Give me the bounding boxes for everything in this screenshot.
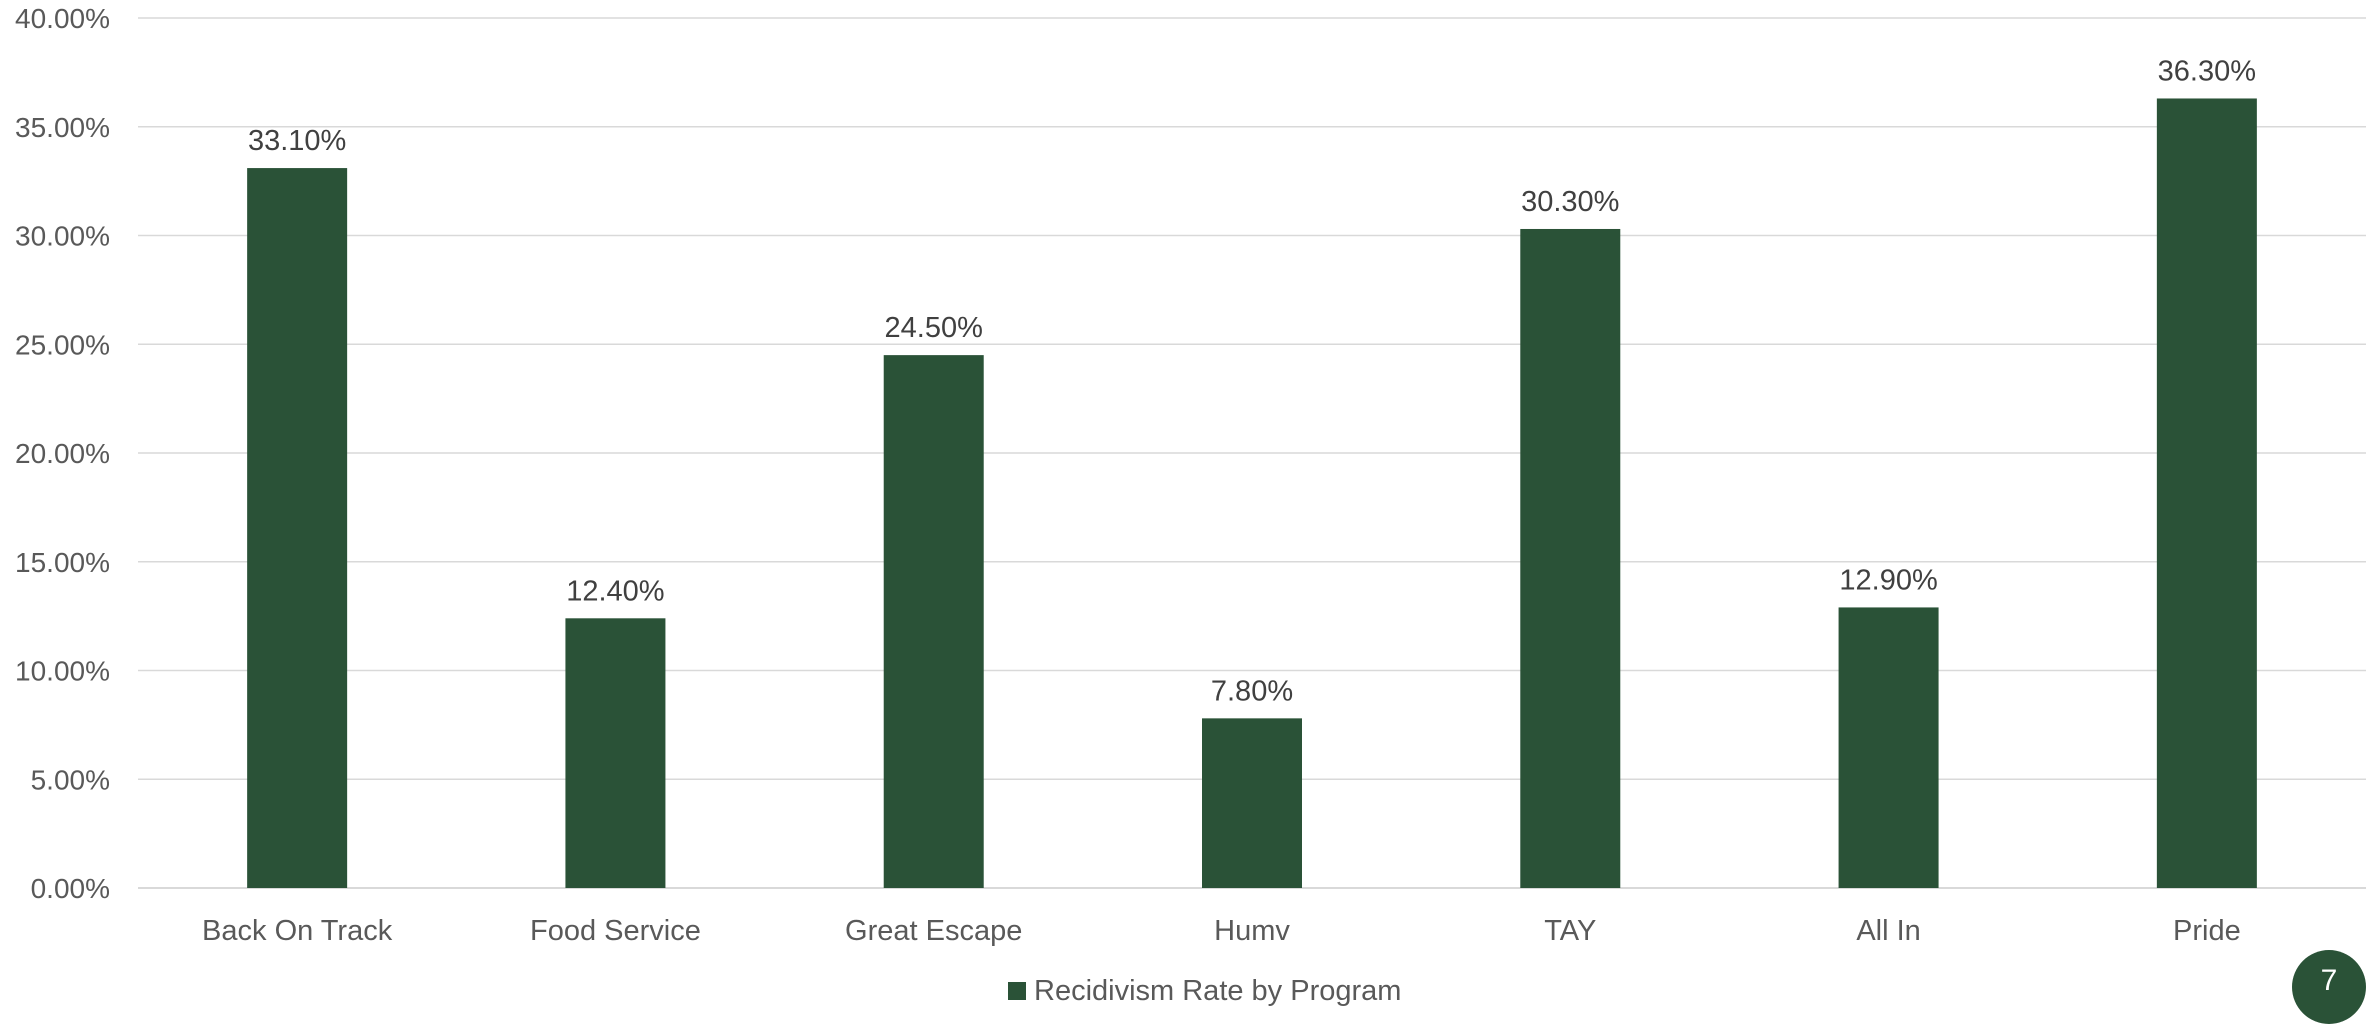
x-axis-category-labels: Back On Track Food Service Great Escape Hum… xyxy=(202,915,2241,947)
bar-humv xyxy=(1202,718,1302,888)
y-tick-label: 10.00% xyxy=(15,656,110,687)
x-category-label: Great Escape xyxy=(845,915,1022,947)
bar-tay xyxy=(1520,228,1621,889)
bar-all-in xyxy=(1838,607,1939,888)
x-category-label: All In xyxy=(1856,915,1920,947)
x-category-label: Pride xyxy=(2173,915,2241,947)
data-label: 30.30% xyxy=(1521,186,1619,218)
x-category-label: Back On Track xyxy=(202,915,393,947)
bar-great-escape xyxy=(883,355,984,888)
y-tick-label: 0.00% xyxy=(31,873,110,904)
legend-label: Recidivism Rate by Program xyxy=(1034,975,1401,1007)
bar-back-on-track xyxy=(247,168,348,888)
legend-swatch xyxy=(1008,982,1026,1000)
data-label: 33.10% xyxy=(248,125,346,157)
data-label: 12.90% xyxy=(1839,564,1937,596)
x-category-label: Humv xyxy=(1214,915,1290,947)
page-number: 7 xyxy=(2320,964,2338,997)
data-label: 7.80% xyxy=(1211,675,1293,707)
data-labels: 33.10% 12.40% 24.50% 7.80% 30.30% 12.90% 36.30… xyxy=(248,55,2256,707)
legend: Recidivism Rate by Program xyxy=(1008,975,1401,1007)
page-number-badge: 7 xyxy=(2292,950,2366,1024)
y-tick-label: 30.00% xyxy=(15,221,110,252)
y-tick-label: 40.00% xyxy=(15,3,110,34)
data-label: 36.30% xyxy=(2158,55,2256,87)
x-category-label: Food Service xyxy=(530,915,701,947)
gridlines xyxy=(138,17,2366,889)
y-tick-label: 20.00% xyxy=(15,438,110,469)
bar-pride xyxy=(2156,98,2257,889)
y-tick-label: 5.00% xyxy=(31,764,110,795)
y-axis-tick-labels: 0.00% 5.00% 10.00% 15.00% 20.00% 25.00% 30.00%… xyxy=(15,3,110,904)
data-label: 24.50% xyxy=(885,312,983,344)
bar-food-service xyxy=(565,618,666,888)
y-tick-label: 15.00% xyxy=(15,547,110,578)
x-category-label: TAY xyxy=(1544,915,1596,947)
y-tick-label: 35.00% xyxy=(15,112,110,143)
y-tick-label: 25.00% xyxy=(15,329,110,360)
bars xyxy=(247,98,2257,889)
data-label: 12.40% xyxy=(566,575,664,607)
